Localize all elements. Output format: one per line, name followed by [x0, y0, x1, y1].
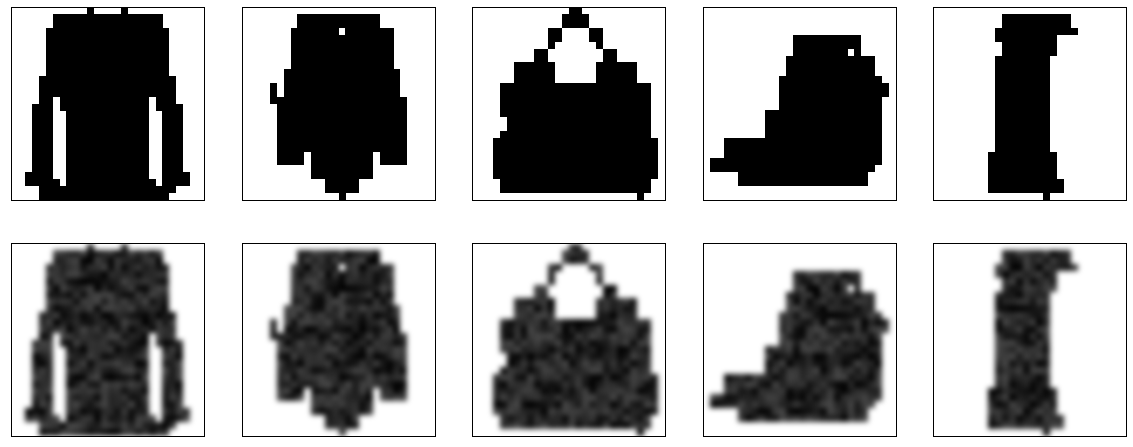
binary-input-handbag-panel [472, 7, 666, 201]
reconstruction-dress-image [934, 244, 1126, 436]
binary-input-long-sleeve-top-image [12, 8, 204, 200]
binary-input-dress-image [934, 8, 1126, 200]
binary-input-handbag-image [473, 8, 665, 200]
binary-input-bodysuit-panel [242, 7, 436, 201]
reconstruction-dress-panel [933, 243, 1127, 437]
reconstruction-handbag-panel [472, 243, 666, 437]
reconstruction-long-sleeve-top-panel [11, 243, 205, 437]
reconstruction-ankle-boot-panel [703, 243, 897, 437]
reconstruction-ankle-boot-image [704, 244, 896, 436]
binary-input-dress-panel [933, 7, 1127, 201]
binary-input-ankle-boot-panel [703, 7, 897, 201]
reconstruction-handbag-image [473, 244, 665, 436]
binary-input-ankle-boot-image [704, 8, 896, 200]
reconstruction-long-sleeve-top-image [12, 244, 204, 436]
binary-input-bodysuit-image [243, 8, 435, 200]
reconstruction-bodysuit-panel [242, 243, 436, 437]
binary-input-long-sleeve-top-panel [11, 7, 205, 201]
reconstruction-bodysuit-image [243, 244, 435, 436]
